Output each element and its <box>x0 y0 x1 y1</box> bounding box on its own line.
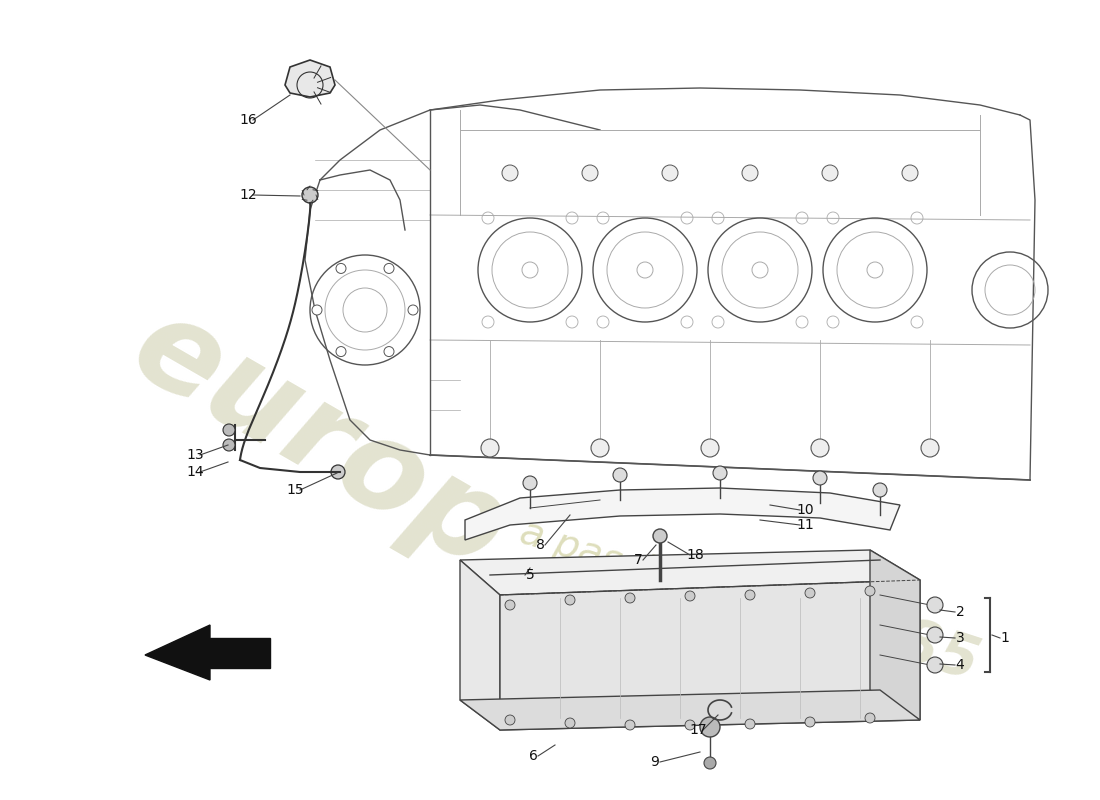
Circle shape <box>927 627 943 643</box>
Circle shape <box>865 713 874 723</box>
Circle shape <box>685 591 695 601</box>
Circle shape <box>591 439 609 457</box>
Circle shape <box>811 439 829 457</box>
Circle shape <box>927 597 943 613</box>
Circle shape <box>223 424 235 436</box>
Text: europ: europ <box>112 285 528 595</box>
Circle shape <box>704 757 716 769</box>
Text: 4: 4 <box>956 658 965 672</box>
Text: 6: 6 <box>529 749 538 763</box>
Circle shape <box>902 165 918 181</box>
Circle shape <box>742 165 758 181</box>
Polygon shape <box>460 550 920 595</box>
Circle shape <box>582 165 598 181</box>
Circle shape <box>653 529 667 543</box>
Text: 9: 9 <box>650 755 659 769</box>
Circle shape <box>302 187 318 203</box>
Circle shape <box>813 471 827 485</box>
Circle shape <box>384 263 394 274</box>
Circle shape <box>613 468 627 482</box>
Text: 10: 10 <box>796 503 814 517</box>
Circle shape <box>873 483 887 497</box>
Polygon shape <box>460 560 500 730</box>
Text: 14: 14 <box>186 465 204 479</box>
Circle shape <box>505 715 515 725</box>
Text: a passion for: a passion for <box>515 514 764 626</box>
Circle shape <box>505 600 515 610</box>
Circle shape <box>481 439 499 457</box>
Circle shape <box>805 717 815 727</box>
Text: 16: 16 <box>239 113 257 127</box>
Circle shape <box>662 165 678 181</box>
Text: 2: 2 <box>956 605 965 619</box>
Circle shape <box>408 305 418 315</box>
Text: 15: 15 <box>286 483 304 497</box>
Text: 11: 11 <box>796 518 814 532</box>
Text: 1985: 1985 <box>814 588 986 692</box>
Circle shape <box>312 305 322 315</box>
Circle shape <box>713 466 727 480</box>
Circle shape <box>522 476 537 490</box>
Polygon shape <box>500 580 920 730</box>
Circle shape <box>502 165 518 181</box>
Circle shape <box>921 439 939 457</box>
Circle shape <box>336 263 346 274</box>
Circle shape <box>565 718 575 728</box>
Text: 12: 12 <box>239 188 256 202</box>
Circle shape <box>745 719 755 729</box>
Circle shape <box>336 346 346 357</box>
Circle shape <box>331 465 345 479</box>
Circle shape <box>745 590 755 600</box>
Text: 13: 13 <box>186 448 204 462</box>
Polygon shape <box>145 625 210 680</box>
Text: 3: 3 <box>956 631 965 645</box>
Circle shape <box>625 720 635 730</box>
Circle shape <box>701 439 719 457</box>
Circle shape <box>384 346 394 357</box>
Polygon shape <box>465 488 900 540</box>
Polygon shape <box>870 550 920 720</box>
Circle shape <box>805 588 815 598</box>
Text: 7: 7 <box>634 553 642 567</box>
Text: 1: 1 <box>1001 631 1010 645</box>
Circle shape <box>625 593 635 603</box>
Circle shape <box>223 439 235 451</box>
Text: 17: 17 <box>690 723 707 737</box>
Text: 18: 18 <box>686 548 704 562</box>
Text: 8: 8 <box>536 538 544 552</box>
Circle shape <box>685 720 695 730</box>
Circle shape <box>700 717 720 737</box>
Polygon shape <box>285 60 336 97</box>
Circle shape <box>927 657 943 673</box>
Text: 5: 5 <box>526 568 535 582</box>
Polygon shape <box>460 690 920 730</box>
Circle shape <box>822 165 838 181</box>
Polygon shape <box>210 638 270 668</box>
Circle shape <box>565 595 575 605</box>
Circle shape <box>865 586 874 596</box>
